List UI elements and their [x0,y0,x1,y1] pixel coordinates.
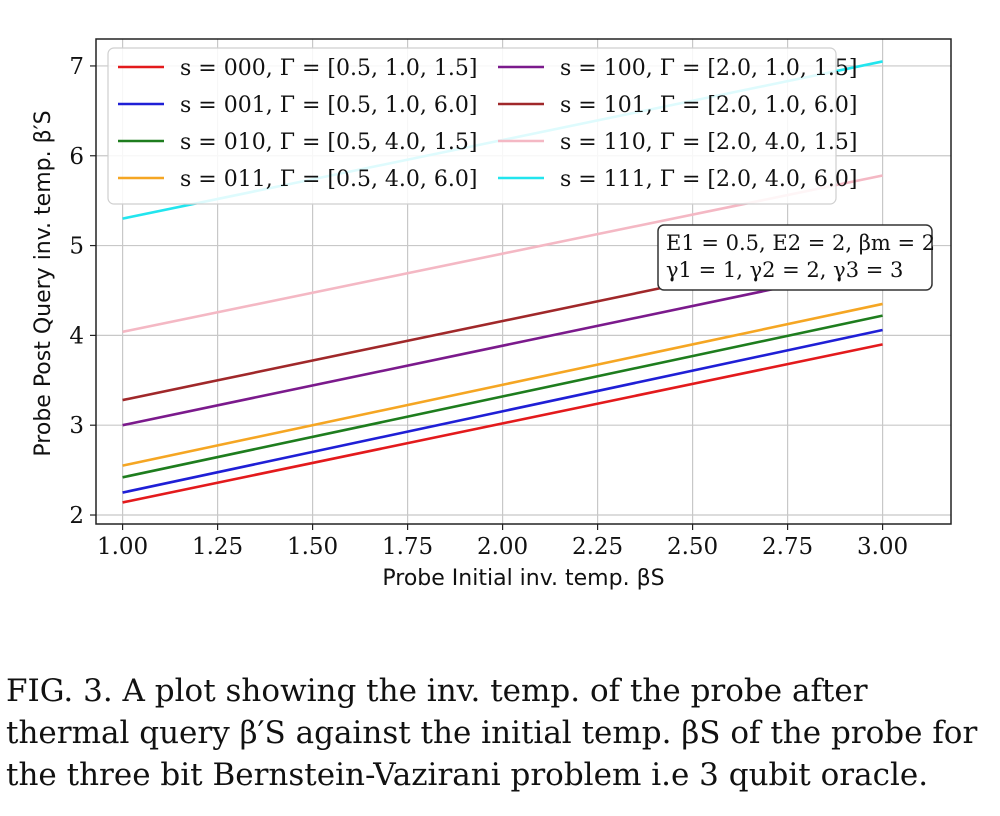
x-tick-label: 2.50 [667,534,718,560]
x-tick-label: 2.25 [572,534,623,560]
plot-frame [95,38,952,525]
series-line [122,314,883,479]
legend: s = 000, Γ = [0.5, 1.0, 1.5] s = 001, Γ =… [107,47,857,205]
legend-entry: s = 111, Γ = [2.0, 4.0, 6.0] [560,167,857,192]
x-tick-label: 1.25 [192,534,243,560]
series-line [122,264,883,427]
parameter-annotation: E1 = 0.5, E2 = 2, βm = 2 γ1 = 1, γ2 = 2, … [657,224,935,291]
legend-entry: s = 000, Γ = [0.5, 1.0, 1.5] [180,56,477,81]
legend-entry: s = 011, Γ = [0.5, 4.0, 6.0] [180,167,477,192]
y-tick-label: 5 [69,234,84,260]
x-tick-label: 1.75 [382,534,433,560]
series-line [122,343,883,504]
legend-box [107,47,837,205]
legend-entry: s = 001, Γ = [0.5, 1.0, 6.0] [180,93,477,118]
y-tick-label: 6 [69,144,84,170]
axis-ticks: 1.00 1.25 1.50 1.75 2.00 2.25 2.50 2.75 3.00 2 3 4 5… [69,54,908,560]
series-line [122,302,883,467]
x-tick-label: 2.00 [477,534,528,560]
annotation-box [657,224,933,291]
annotation-line: γ1 = 1, γ2 = 2, γ3 = 3 [666,258,903,282]
x-tick-label: 1.00 [97,534,148,560]
x-tick-label: 3.00 [857,534,908,560]
y-tick-label: 3 [69,413,84,439]
y-tick-label: 4 [69,323,84,349]
x-tick-label: 1.50 [287,534,338,560]
y-axis-label: Probe Post Query inv. temp. β′S [31,110,56,456]
legend-entry: s = 110, Γ = [2.0, 4.0, 1.5] [560,130,857,155]
legend-entry: s = 101, Γ = [2.0, 1.0, 6.0] [560,93,857,118]
annotation-line: E1 = 0.5, E2 = 2, βm = 2 [666,231,935,255]
y-tick-label: 7 [69,54,84,80]
legend-entry: s = 100, Γ = [2.0, 1.0, 1.5] [560,56,857,81]
legend-entry: s = 010, Γ = [0.5, 4.0, 1.5] [180,130,477,155]
x-tick-label: 2.75 [762,534,813,560]
line-chart: 1.00 1.25 1.50 1.75 2.00 2.25 2.50 2.75 3.00 2 3 4 5… [31,38,952,591]
figure-caption: FIG. 3. A plot showing the inv. temp. of… [6,673,978,793]
x-axis-label: Probe Initial inv. temp. βS [382,566,664,591]
y-tick-label: 2 [69,503,84,529]
series-line [122,328,883,494]
